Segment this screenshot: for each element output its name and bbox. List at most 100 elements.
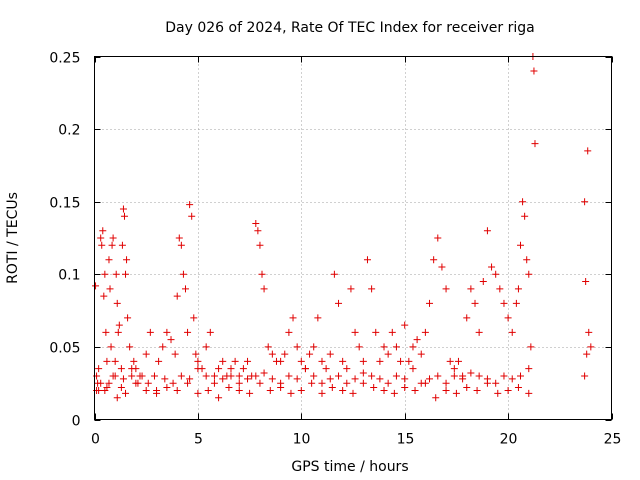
x-tick-label: 20: [500, 432, 518, 448]
data-point: [512, 299, 520, 307]
data-point: [318, 389, 326, 397]
data-point: [368, 285, 376, 293]
data-point: [585, 328, 593, 336]
data-point: [119, 205, 127, 213]
data-point: [581, 372, 589, 380]
data-point: [530, 67, 538, 75]
data-point: [163, 328, 171, 336]
data-point: [388, 328, 396, 336]
y-axis-label: ROTI / TECUs: [5, 192, 21, 284]
data-point: [380, 343, 388, 351]
data-point: [190, 314, 198, 322]
data-point: [426, 375, 434, 383]
data-point: [108, 241, 116, 249]
data-point: [109, 234, 117, 242]
data-point: [123, 256, 131, 264]
data-point: [384, 350, 392, 358]
data-point: [587, 343, 595, 351]
chart-title: Day 026 of 2024, Rate Of TEC Index for r…: [165, 20, 534, 36]
data-point: [95, 365, 103, 373]
data-point: [118, 241, 126, 249]
data-point: [496, 285, 504, 293]
data-point: [409, 365, 417, 373]
data-point: [114, 328, 122, 336]
data-point: [326, 350, 334, 358]
data-point: [146, 328, 154, 336]
x-tick-label: 0: [91, 432, 100, 448]
data-point: [475, 328, 483, 336]
data-point: [322, 365, 330, 373]
data-point: [514, 285, 522, 293]
data-point: [252, 372, 260, 380]
data-point: [97, 234, 105, 242]
data-point: [111, 357, 119, 365]
data-point: [359, 357, 367, 365]
data-point: [359, 379, 367, 387]
data-point: [153, 386, 161, 394]
data-point: [525, 365, 533, 373]
data-point: [421, 328, 429, 336]
data-point: [297, 357, 305, 365]
data-point: [98, 241, 106, 249]
data-point: [492, 270, 500, 278]
data-point: [144, 379, 152, 387]
data-point: [167, 336, 175, 344]
data-point: [107, 343, 115, 351]
data-point: [169, 379, 177, 387]
y-tick-label: 0.25: [49, 51, 80, 67]
data-point: [202, 372, 210, 380]
data-point: [413, 336, 421, 344]
data-point: [471, 299, 479, 307]
data-point: [260, 285, 268, 293]
data-point: [119, 375, 127, 383]
data-point: [434, 234, 442, 242]
data-point: [363, 256, 371, 264]
data-point: [514, 384, 522, 392]
data-point: [326, 375, 334, 383]
data-point: [434, 372, 442, 380]
data-point: [130, 357, 138, 365]
data-point: [111, 372, 119, 380]
data-point: [219, 357, 227, 365]
data-point: [264, 343, 272, 351]
data-point: [124, 314, 132, 322]
data-point: [105, 379, 113, 387]
data-point: [584, 147, 592, 155]
data-point: [582, 278, 590, 286]
data-point: [277, 357, 285, 365]
data-point: [122, 389, 130, 397]
data-point: [463, 314, 471, 322]
data-point: [517, 241, 525, 249]
data-point: [467, 285, 475, 293]
data-point: [405, 357, 413, 365]
data-point: [438, 263, 446, 271]
data-point: [318, 357, 326, 365]
data-point: [504, 386, 512, 394]
data-point: [95, 386, 103, 394]
data-point: [519, 198, 527, 206]
data-point: [113, 299, 121, 307]
data-point: [260, 369, 268, 377]
data-point: [202, 343, 210, 351]
data-point: [392, 343, 400, 351]
data-point: [99, 227, 107, 235]
data-point: [527, 343, 535, 351]
data-point: [380, 386, 388, 394]
data-point: [173, 292, 181, 300]
data-point: [426, 299, 434, 307]
data-point: [494, 389, 502, 397]
data-point: [268, 350, 276, 358]
data-point: [101, 270, 109, 278]
data-point: [194, 365, 202, 373]
data-point: [244, 357, 252, 365]
data-point: [368, 372, 376, 380]
data-point: [430, 256, 438, 264]
data-point: [184, 379, 192, 387]
y-tick-label: 0.2: [58, 123, 80, 139]
data-point: [310, 343, 318, 351]
data-point: [173, 386, 181, 394]
data-point: [159, 343, 167, 351]
data-point: [475, 372, 483, 380]
data-point: [117, 365, 125, 373]
data-point: [376, 357, 384, 365]
